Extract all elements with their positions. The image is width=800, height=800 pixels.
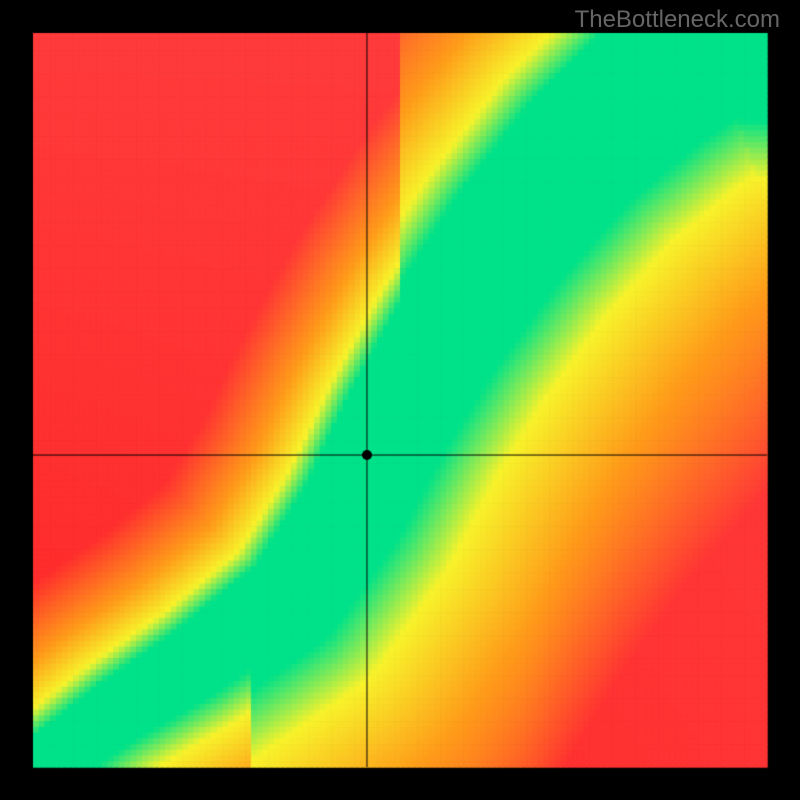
chart-container: TheBottleneck.com	[0, 0, 800, 800]
bottleneck-heatmap	[0, 0, 800, 800]
watermark-text: TheBottleneck.com	[575, 6, 780, 34]
